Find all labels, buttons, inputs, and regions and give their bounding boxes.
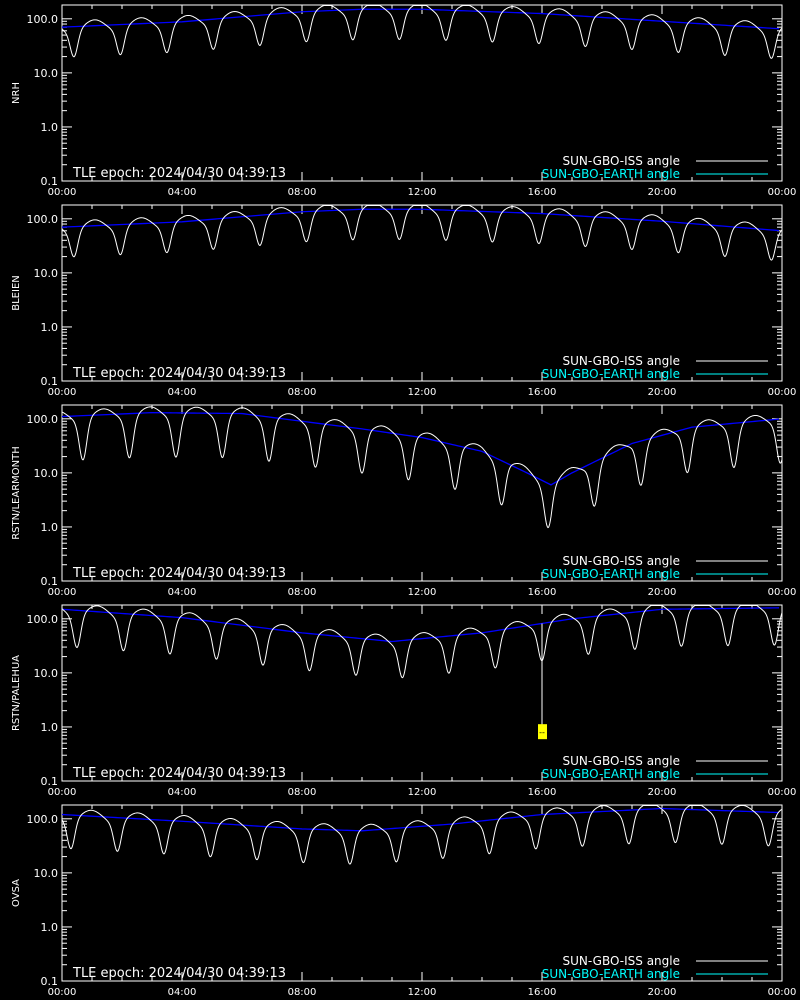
y-tick-label: 10.0 xyxy=(34,267,59,280)
x-tick-label: 16:00 xyxy=(528,787,557,798)
x-tick-label: 12:00 xyxy=(408,187,437,198)
earth-angle-line xyxy=(61,8,780,30)
tle-epoch-label: TLE epoch: 2024/04/30 04:39:13 xyxy=(72,566,286,581)
x-tick-label: 00:00 xyxy=(48,987,77,998)
x-tick-label: 08:00 xyxy=(288,387,317,398)
legend-iss-label: SUN-GBO-ISS angle xyxy=(563,754,680,768)
x-tick-label: 00:00 xyxy=(768,187,797,198)
x-tick-label: 00:00 xyxy=(48,587,77,598)
y-axis-label: RSTN/LEARMONTH xyxy=(11,446,22,540)
y-tick-label: 0.1 xyxy=(41,575,59,588)
x-tick-label: 20:00 xyxy=(648,587,677,598)
legend-iss-label: SUN-GBO-ISS angle xyxy=(563,554,680,568)
min-angle-marker xyxy=(538,724,547,740)
x-tick-label: 04:00 xyxy=(168,787,197,798)
iss-angle-line xyxy=(61,406,783,529)
legend-earth-label: SUN-GBO-EARTH angle xyxy=(542,967,680,981)
y-axis-label: BLEIEN xyxy=(11,275,22,311)
x-tick-label: 08:00 xyxy=(288,187,317,198)
y-tick-label: 100.0 xyxy=(27,813,59,826)
x-tick-label: 00:00 xyxy=(768,587,797,598)
y-tick-label: 100.0 xyxy=(27,213,59,226)
x-tick-label: 16:00 xyxy=(528,187,557,198)
x-tick-label: 12:00 xyxy=(408,987,437,998)
min-angle-marker-label: -- xyxy=(539,728,545,737)
x-tick-label: 20:00 xyxy=(648,987,677,998)
legend-iss-label: SUN-GBO-ISS angle xyxy=(563,954,680,968)
y-tick-label: 1.0 xyxy=(41,921,59,934)
legend-earth-label: SUN-GBO-EARTH angle xyxy=(542,367,680,381)
legend-iss-label: SUN-GBO-ISS angle xyxy=(563,154,680,168)
y-tick-label: 1.0 xyxy=(41,521,59,534)
x-tick-label: 00:00 xyxy=(768,987,797,998)
y-tick-label: 0.1 xyxy=(41,975,59,988)
earth-angle-line xyxy=(61,208,780,232)
x-tick-label: 20:00 xyxy=(648,387,677,398)
y-tick-label: 100.0 xyxy=(27,13,59,26)
x-tick-label: 08:00 xyxy=(288,587,317,598)
x-tick-label: 00:00 xyxy=(48,187,77,198)
earth-angle-line xyxy=(61,807,780,832)
y-tick-label: 0.1 xyxy=(41,175,59,188)
y-axis-label: RSTN/PALEHUA xyxy=(11,655,22,731)
legend-iss-label: SUN-GBO-ISS angle xyxy=(563,354,680,368)
y-tick-label: 100.0 xyxy=(27,413,59,426)
x-tick-label: 16:00 xyxy=(528,387,557,398)
y-tick-label: 1.0 xyxy=(41,121,59,134)
y-axis-label: OVSA xyxy=(11,879,22,907)
x-tick-label: 20:00 xyxy=(648,187,677,198)
tle-epoch-label: TLE epoch: 2024/04/30 04:39:13 xyxy=(72,966,286,981)
panel-nrh: 0.1 1.0 10.0 100.0 00:00 04:00 08:00 12:00 16:00… xyxy=(11,4,797,198)
x-tick-label: 00:00 xyxy=(768,387,797,398)
y-tick-label: 0.1 xyxy=(41,775,59,788)
y-tick-label: 0.1 xyxy=(41,375,59,388)
y-tick-label: 10.0 xyxy=(34,667,59,680)
panel-rstn-palehua: 0.1 1.0 10.0 100.0 00:00 04:00 08:00 12:00 16:00… xyxy=(11,604,797,798)
x-tick-label: 04:00 xyxy=(168,587,197,598)
panel-bleien: 0.1 1.0 10.0 100.0 00:00 04:00 08:00 12:00 16:00… xyxy=(11,204,797,398)
y-tick-label: 100.0 xyxy=(27,613,59,626)
tle-epoch-label: TLE epoch: 2024/04/30 04:39:13 xyxy=(72,166,286,181)
x-tick-label: 04:00 xyxy=(168,987,197,998)
x-tick-label: 12:00 xyxy=(408,587,437,598)
x-tick-label: 00:00 xyxy=(48,787,77,798)
x-tick-label: 04:00 xyxy=(168,187,197,198)
tle-epoch-label: TLE epoch: 2024/04/30 04:39:13 xyxy=(72,766,286,781)
x-tick-label: 08:00 xyxy=(288,987,317,998)
iss-angle-line xyxy=(61,4,783,59)
x-tick-label: 16:00 xyxy=(528,587,557,598)
legend-earth-label: SUN-GBO-EARTH angle xyxy=(542,167,680,181)
earth-angle-line xyxy=(61,411,780,486)
iss-angle-line xyxy=(61,204,783,261)
x-tick-label: 12:00 xyxy=(408,787,437,798)
x-tick-label: 00:00 xyxy=(768,787,797,798)
x-tick-label: 00:00 xyxy=(48,387,77,398)
x-tick-label: 04:00 xyxy=(168,387,197,398)
y-tick-label: 10.0 xyxy=(34,867,59,880)
y-tick-label: 10.0 xyxy=(34,467,59,480)
legend-earth-label: SUN-GBO-EARTH angle xyxy=(542,767,680,781)
x-tick-label: 12:00 xyxy=(408,387,437,398)
panel-ovsa: 0.1 1.0 10.0 100.0 00:00 04:00 08:00 12:00 16:00… xyxy=(11,804,797,998)
legend-earth-label: SUN-GBO-EARTH angle xyxy=(542,567,680,581)
x-tick-label: 20:00 xyxy=(648,787,677,798)
panel-rstn-learmonth: 0.1 1.0 10.0 100.0 00:00 04:00 08:00 12:00 16:00… xyxy=(11,404,797,598)
y-tick-label: 10.0 xyxy=(34,67,59,80)
x-tick-label: 08:00 xyxy=(288,787,317,798)
y-tick-label: 1.0 xyxy=(41,721,59,734)
iss-angle-line xyxy=(61,804,783,865)
x-tick-label: 16:00 xyxy=(528,987,557,998)
y-tick-label: 1.0 xyxy=(41,321,59,334)
y-axis-label: NRH xyxy=(11,82,22,104)
tle-epoch-label: TLE epoch: 2024/04/30 04:39:13 xyxy=(72,366,286,381)
iss-angle-line xyxy=(61,604,783,679)
earth-angle-line xyxy=(61,607,780,643)
